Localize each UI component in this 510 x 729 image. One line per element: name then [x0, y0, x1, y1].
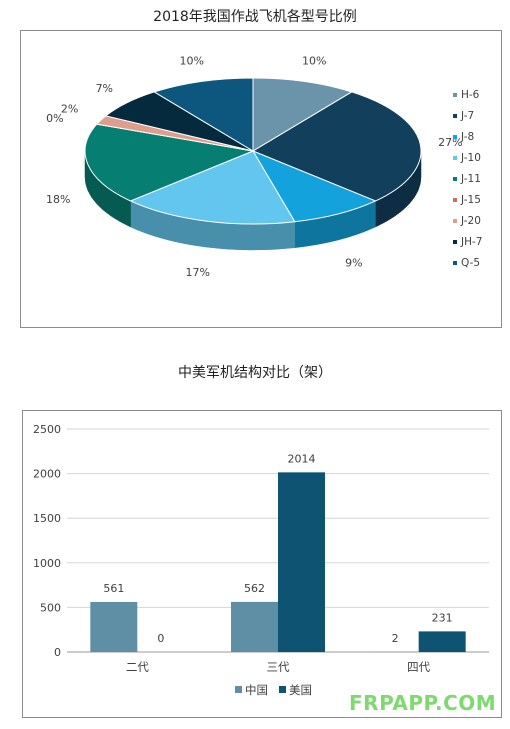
- legend-swatch-j-10: [453, 156, 457, 160]
- legend-swatch-j-7: [453, 114, 457, 118]
- legend-label-jh-7: JH-7: [460, 236, 482, 248]
- y-tick-label: 2500: [33, 423, 61, 436]
- legend-label-h-6: H-6: [461, 89, 480, 101]
- pie-data-label: 2%: [61, 103, 78, 116]
- y-tick-label: 0: [54, 646, 61, 659]
- pie-data-label: 10%: [302, 55, 326, 68]
- pie-data-label: 9%: [345, 257, 362, 270]
- legend-label-j-20: J-20: [460, 215, 481, 227]
- watermark-logo: FRPAPP.COM: [349, 691, 497, 715]
- pie-data-label: 17%: [185, 266, 209, 279]
- legend-swatch-j-15: [453, 198, 457, 202]
- x-tick-label: 四代: [407, 660, 430, 674]
- bar-美国-四代: [418, 631, 466, 652]
- y-tick-label: 2000: [33, 468, 61, 481]
- bar-data-label: 561: [103, 582, 124, 595]
- legend-swatch-j-11: [453, 177, 457, 181]
- legend-swatch-h-6: [453, 93, 457, 97]
- bar-data-label: 562: [244, 582, 265, 595]
- legend-swatch-j-8: [453, 135, 457, 139]
- pie-data-labels: 10% 27% 9% 17% 18% 0%2% 7% 10%: [46, 55, 463, 279]
- bar-marks: 561 0 562 2014 2 231: [90, 452, 466, 652]
- bar-data-label: 2014: [288, 452, 316, 465]
- pie-slice-j-8: [251, 149, 377, 223]
- pie-slice-q-5: [153, 77, 254, 152]
- bar-chart-panel: 0 500 1000 1500 2000 2500 561 0 562 2014 2 231 二代 三代 四…: [22, 410, 502, 718]
- bar-中国-二代: [90, 601, 138, 652]
- legend-swatch-美国: [279, 686, 286, 693]
- pie-top: [84, 77, 422, 225]
- pie-sides: [84, 150, 422, 251]
- pie-slice-j-11: [84, 123, 255, 202]
- pie-chart-panel: 10% 27% 9% 17% 18% 0% 2% 7% 10% H-6 J-7 J-8 J-10 J-11…: [20, 30, 502, 328]
- legend-swatch-中国: [235, 686, 242, 693]
- bar-中国-三代: [231, 601, 278, 652]
- bar-legend: 中国 美国: [235, 683, 312, 697]
- bar-data-label: 0: [157, 632, 164, 645]
- pie-data-label: 0%: [46, 112, 63, 125]
- pie-data-label: 18%: [46, 193, 70, 206]
- bar-data-label: 231: [432, 611, 453, 624]
- legend-label-美国: 美国: [289, 683, 312, 697]
- bar-美国-三代: [278, 472, 325, 652]
- y-tick-label: 1500: [33, 512, 61, 525]
- x-tick-label: 二代: [126, 660, 149, 674]
- legend-label-j-11: J-11: [460, 173, 481, 185]
- y-tick-label: 500: [40, 601, 61, 614]
- legend-swatch-j-20: [453, 219, 457, 223]
- x-tick-label: 三代: [267, 660, 290, 674]
- bar-chart-title: 中美军机结构对比（架）: [178, 365, 332, 381]
- legend-label-j-10: J-10: [460, 152, 481, 164]
- legend-label-j-7: J-7: [460, 110, 474, 122]
- bar-chart: 0 500 1000 1500 2000 2500 561 0 562 2014 2 231 二代 三代 四…: [33, 423, 489, 697]
- legend-label-q-5: Q-5: [461, 257, 480, 269]
- pie-slice-j-7: [251, 91, 422, 202]
- pie-slice-j-10: [129, 150, 296, 225]
- legend-label-j-15: J-15: [460, 194, 481, 206]
- pie-chart: 10% 27% 9% 17% 18% 0%2% 7% 10% H-6 J-7 J-8 J-10 J-11…: [46, 55, 482, 279]
- legend-swatch-q-5: [453, 261, 457, 265]
- legend-label-j-8: J-8: [460, 131, 474, 143]
- pie-data-label: 27%: [438, 136, 462, 149]
- legend-swatch-jh-7: [453, 240, 457, 244]
- bar-data-label: 2: [392, 632, 399, 645]
- pie-slice-h-6: [252, 77, 353, 152]
- y-tick-label: 1000: [33, 557, 61, 570]
- pie-data-label: 7%: [96, 82, 113, 95]
- pie-data-label: 10%: [180, 55, 204, 68]
- pie-legend: H-6 J-7 J-8 J-10 J-11 J-15 J-20 JH-7 Q-5: [453, 89, 482, 269]
- legend-label-中国: 中国: [245, 683, 268, 697]
- pie-chart-title: 2018年我国作战飞机各型号比例: [153, 9, 357, 25]
